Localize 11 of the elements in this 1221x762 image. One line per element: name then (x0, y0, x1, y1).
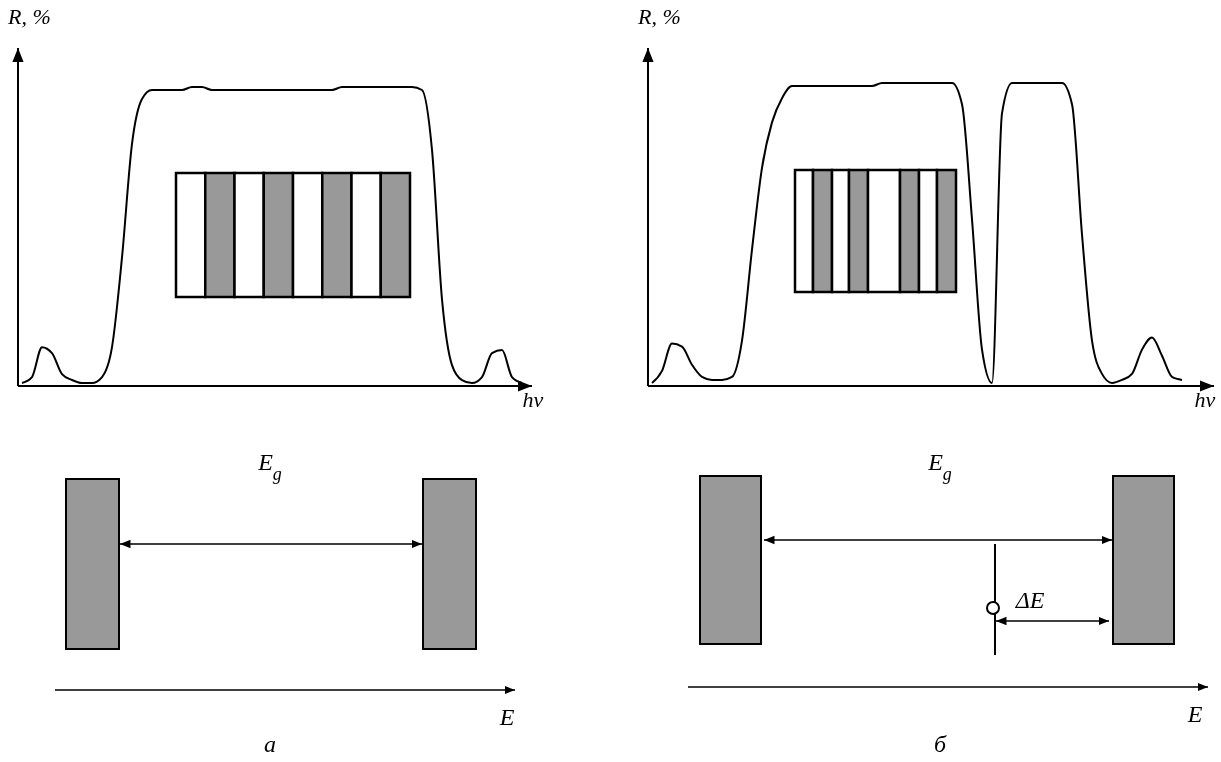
y-axis-title: R, % (637, 4, 681, 29)
text: E$_{g}$ (257, 449, 282, 484)
text: а (264, 731, 276, 757)
text: б (933, 731, 947, 757)
text: E$_{g}$ (927, 449, 952, 484)
text: E (498, 704, 515, 730)
text: ΔE (1014, 587, 1045, 613)
x-axis-title: hν (522, 387, 544, 412)
x-axis-title: hν (1194, 387, 1216, 412)
y-axis-title: R, % (7, 4, 51, 29)
text: E (1186, 701, 1203, 727)
